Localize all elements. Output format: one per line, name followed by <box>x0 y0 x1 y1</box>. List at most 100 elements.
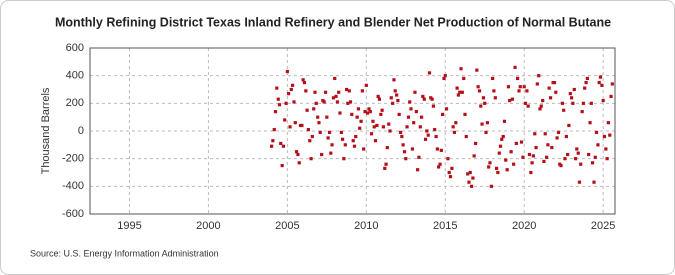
point <box>489 184 493 188</box>
point <box>350 112 354 116</box>
point <box>608 133 612 137</box>
point <box>331 96 336 100</box>
point <box>462 76 466 81</box>
point <box>509 150 513 154</box>
point <box>376 94 380 99</box>
point <box>596 143 600 147</box>
point <box>393 89 397 93</box>
y-tick-label: -600 <box>62 208 84 220</box>
point <box>342 157 346 161</box>
point <box>323 90 328 94</box>
point <box>337 90 341 94</box>
point <box>273 110 278 114</box>
point <box>583 86 587 90</box>
point <box>314 101 318 105</box>
y-tick-label: 600 <box>66 42 84 54</box>
point <box>491 76 495 81</box>
point <box>280 163 284 168</box>
point <box>480 122 484 126</box>
point <box>476 85 480 89</box>
point <box>444 107 449 111</box>
point <box>309 157 313 161</box>
point <box>506 85 511 89</box>
point <box>410 147 415 151</box>
point <box>459 67 463 71</box>
point <box>538 107 542 111</box>
point <box>541 98 545 103</box>
point <box>368 110 372 114</box>
point <box>269 144 274 148</box>
point <box>440 112 445 116</box>
point <box>408 100 412 104</box>
point <box>471 176 475 180</box>
point <box>343 143 347 147</box>
point <box>427 71 432 75</box>
point <box>412 121 416 125</box>
point <box>293 121 297 125</box>
point <box>281 144 286 148</box>
point <box>404 157 408 161</box>
point <box>529 170 533 175</box>
point <box>365 111 370 115</box>
point <box>333 76 337 81</box>
point <box>481 96 486 100</box>
point <box>400 134 404 139</box>
point <box>604 147 608 151</box>
point <box>556 130 561 134</box>
point <box>550 146 554 150</box>
point <box>501 134 505 139</box>
point <box>493 96 497 100</box>
point <box>602 134 607 139</box>
point <box>276 97 280 101</box>
point <box>433 128 437 132</box>
point <box>504 158 508 162</box>
point <box>530 161 534 165</box>
point <box>372 125 376 129</box>
point <box>417 155 421 159</box>
point <box>377 97 382 101</box>
point <box>388 129 392 133</box>
point <box>329 151 333 155</box>
point <box>316 115 320 119</box>
point <box>590 161 595 165</box>
point <box>508 98 512 103</box>
point <box>576 151 580 155</box>
point <box>525 89 529 93</box>
point <box>514 141 518 146</box>
point <box>421 94 425 99</box>
point <box>448 175 453 179</box>
point <box>292 100 296 104</box>
point <box>577 180 582 184</box>
y-tick-label: -400 <box>62 180 84 192</box>
point <box>600 83 604 87</box>
point <box>569 96 574 100</box>
point <box>479 104 483 108</box>
point <box>592 180 596 184</box>
point <box>389 96 393 100</box>
point <box>401 143 405 147</box>
point <box>597 80 601 85</box>
point <box>391 101 395 105</box>
point <box>402 150 407 154</box>
point <box>546 143 550 147</box>
point <box>363 110 367 114</box>
y-tick-label: 0 <box>78 125 84 137</box>
point <box>585 76 589 81</box>
point <box>496 170 500 175</box>
point <box>308 139 312 143</box>
point <box>513 65 517 69</box>
point <box>562 108 566 112</box>
chart-title: Monthly Refining District Texas Inland R… <box>55 15 611 29</box>
point <box>344 87 349 92</box>
point <box>564 134 568 139</box>
point <box>413 90 417 94</box>
point <box>484 130 488 134</box>
point <box>409 107 413 111</box>
point <box>467 180 471 184</box>
point <box>455 86 459 90</box>
point <box>468 170 472 175</box>
point <box>483 101 487 105</box>
point <box>290 83 295 87</box>
